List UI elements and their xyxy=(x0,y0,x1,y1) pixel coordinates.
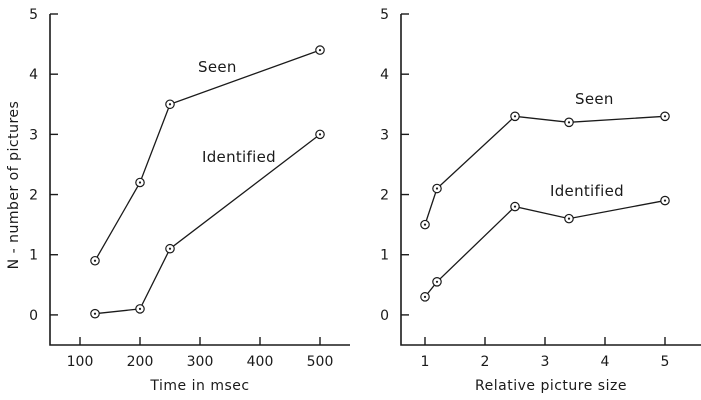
x-axis-label: Relative picture size xyxy=(475,378,627,394)
x-tick-label: 500 xyxy=(307,354,334,370)
y-tick-label: 3 xyxy=(380,127,389,143)
data-point-center xyxy=(138,307,142,310)
y-tick-label: 5 xyxy=(380,7,389,23)
y-tick-label: 0 xyxy=(380,308,389,324)
chart-panel-2: 0 1 2 3 4 5 1 2 3 4 5 Relative picture size Seen Iden… xyxy=(380,7,701,394)
series-label-identified: Identified xyxy=(202,148,276,166)
data-point-center xyxy=(423,223,427,226)
data-point-center xyxy=(435,187,439,190)
y-tick-label: 4 xyxy=(29,67,38,83)
data-point-center xyxy=(567,217,571,220)
x-tick-label: 4 xyxy=(601,354,610,370)
y-tick-label: 1 xyxy=(29,248,38,264)
x-tick-label: 300 xyxy=(187,354,214,370)
x-tick-label: 100 xyxy=(67,354,94,370)
data-point-center xyxy=(513,115,517,118)
data-point-center xyxy=(168,103,172,106)
series-line-seen xyxy=(94,49,321,262)
series-line-seen xyxy=(424,115,666,225)
data-point-center xyxy=(435,280,439,283)
y-tick-label: 2 xyxy=(29,188,38,204)
data-point-center xyxy=(93,259,97,262)
series-label-identified: Identified xyxy=(550,182,624,200)
y-tick-label: 4 xyxy=(380,67,389,83)
data-point-center xyxy=(93,312,97,315)
axes-frame xyxy=(49,14,350,346)
data-point-center xyxy=(318,49,322,52)
data-point-center xyxy=(513,205,517,208)
x-tick-label: 2 xyxy=(481,354,490,370)
y-axis-label: N - number of pictures xyxy=(6,101,22,270)
x-tick-label: 3 xyxy=(541,354,550,370)
x-tick-label: 200 xyxy=(127,354,154,370)
x-tick-label: 5 xyxy=(661,354,670,370)
chart-panel-1: 0 1 2 3 4 5 100 200 300 400 500 Time in msec N - num… xyxy=(6,7,350,394)
series-label-seen: Seen xyxy=(198,58,237,76)
axes-frame xyxy=(400,14,701,346)
y-tick-label: 0 xyxy=(29,308,38,324)
data-point-center xyxy=(663,115,667,118)
x-tick-label: 1 xyxy=(421,354,430,370)
series-label-seen: Seen xyxy=(575,90,614,108)
x-axis-label: Time in msec xyxy=(149,378,249,394)
series-line-identified xyxy=(94,133,321,315)
y-tick-label: 1 xyxy=(380,248,389,264)
y-tick-label: 5 xyxy=(29,7,38,23)
data-point-center xyxy=(138,181,142,184)
data-point-center xyxy=(423,295,427,298)
x-tick-label: 400 xyxy=(247,354,274,370)
y-tick-label: 2 xyxy=(380,188,389,204)
data-point-center xyxy=(663,199,667,202)
data-point-center xyxy=(168,247,172,250)
data-point-center xyxy=(567,121,571,124)
data-point-center xyxy=(318,133,322,136)
y-tick-label: 3 xyxy=(29,127,38,143)
series-line-identified xyxy=(424,199,666,298)
